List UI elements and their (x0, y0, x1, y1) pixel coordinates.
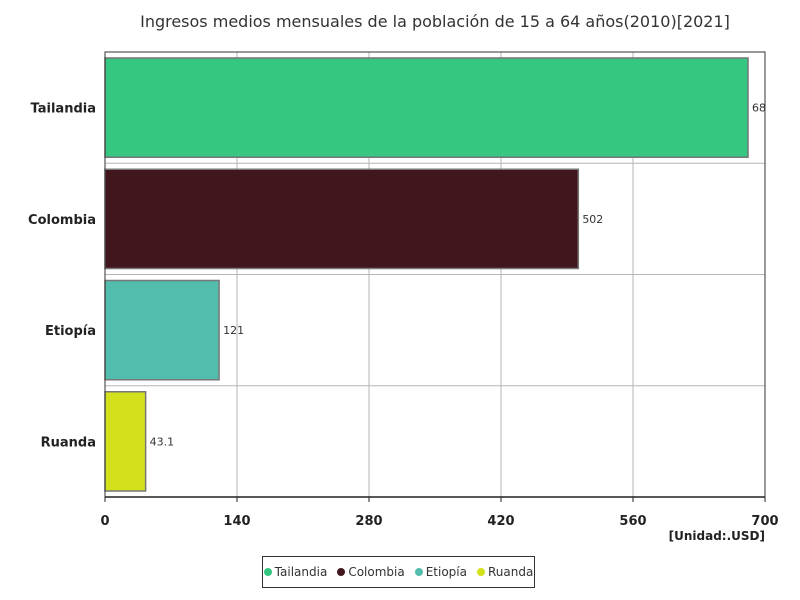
legend-item: Ruanda (476, 565, 534, 579)
legend-label: Ruanda (487, 565, 534, 579)
legend-label: Colombia (348, 565, 405, 579)
legend-item: Tailandia (263, 565, 328, 579)
bar-etiopía (104, 279, 220, 381)
x-tick-label: 420 (487, 514, 514, 529)
bar-ruanda (104, 391, 147, 492)
x-tick-label: 0 (100, 514, 109, 529)
legend-dot-icon (476, 568, 485, 576)
value-label: 68 (752, 102, 766, 115)
legend: Tailandia Colombia Etiopía Ruanda (262, 556, 535, 588)
x-tick-label: 280 (355, 514, 382, 529)
x-tick-label: 700 (751, 514, 778, 529)
legend-label: Tailandia (274, 565, 328, 579)
legend-item: Colombia (337, 565, 405, 579)
x-tick-label: 560 (619, 514, 646, 529)
legend-dot-icon (337, 568, 346, 576)
chart-title: Ingresos medios mensuales de la població… (140, 12, 730, 31)
legend-item: Etiopía (414, 565, 467, 579)
value-label: 502 (582, 213, 603, 226)
x-tick-label: 140 (223, 514, 250, 529)
legend-label: Etiopía (425, 565, 467, 579)
category-label: Tailandia (31, 102, 96, 117)
bar-colombia (104, 168, 580, 270)
value-label: 43.1 (150, 435, 175, 448)
value-label: 121 (223, 324, 244, 337)
category-label: Ruanda (41, 435, 96, 450)
category-label: Etiopía (45, 324, 96, 339)
legend-dot-icon (263, 568, 272, 576)
unit-label: [Unidad:.USD] (668, 529, 765, 543)
legend-dot-icon (414, 568, 423, 576)
category-label: Colombia (28, 213, 96, 228)
bar-tailandia (104, 57, 749, 158)
